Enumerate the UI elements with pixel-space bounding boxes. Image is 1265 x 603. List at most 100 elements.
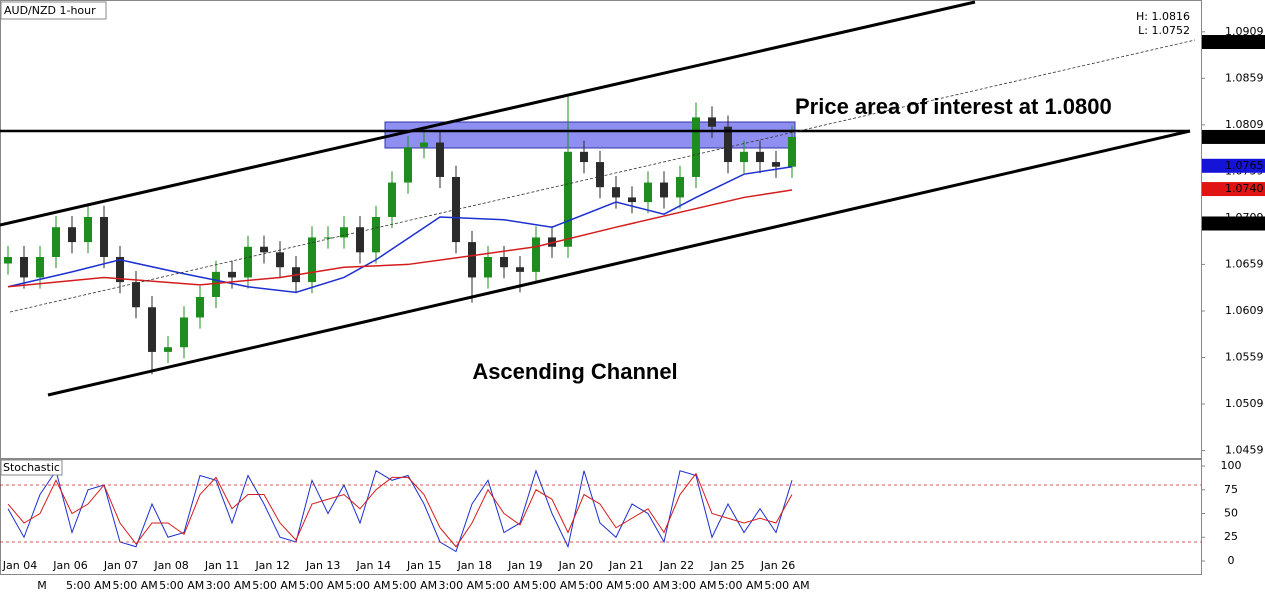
y-tick-label: 1.0909 [1225, 25, 1264, 38]
x-date-label: Jan 15 [406, 559, 441, 572]
x-time-label: 5:00 AM [345, 579, 390, 592]
candle-body [516, 267, 524, 272]
candle-body [116, 256, 124, 283]
x-date-label: Jan 14 [356, 559, 391, 572]
y-tick-label: 50 [1224, 507, 1238, 520]
candle-body [132, 282, 140, 308]
candle-body [500, 256, 508, 268]
x-date-label: Jan 11 [204, 559, 239, 572]
x-time-label: 5:00 AM [299, 579, 344, 592]
candle-body [596, 162, 604, 188]
candle-body [756, 151, 764, 163]
moving-average [7, 165, 793, 294]
x-time-label: 5:00 AM [392, 579, 437, 592]
candle-body [420, 142, 428, 148]
x-date-label: Jan 22 [659, 559, 694, 572]
candle-body [356, 227, 364, 253]
x-date-label: Jan 06 [52, 559, 87, 572]
x-time-label: 5:00 AM [764, 579, 809, 592]
candle-body [100, 216, 108, 257]
candle-body [404, 147, 412, 183]
moving-average [7, 189, 793, 288]
title-box [0, 1, 107, 20]
price-tag-label: 1.0796 [1225, 130, 1264, 143]
candle-body [4, 256, 12, 264]
x-date-label: Jan 07 [103, 559, 138, 572]
price-tag-label: 1.0765 [1225, 159, 1264, 172]
y-tick-label: 1.0809 [1225, 118, 1264, 131]
x-date-label: Jan 12 [254, 559, 289, 572]
candle-body [36, 256, 44, 278]
y-tick-label: 1.0859 [1225, 71, 1264, 84]
price-tag [1202, 182, 1265, 197]
candle-body [628, 197, 636, 203]
x-time-label: 5:00 AM [252, 579, 297, 592]
price-tag-label: 1.0740 [1225, 182, 1264, 195]
candle-body [84, 216, 92, 243]
channel-lower [47, 129, 1191, 397]
x-time-label: 3:00 AM [206, 579, 251, 592]
candle-body [772, 162, 780, 167]
x-time-label: 5:00 AM [532, 579, 577, 592]
annotation: Price area of interest at 1.0800 [795, 94, 1112, 119]
candle-body [164, 347, 172, 352]
x-date-label: Jan 26 [760, 559, 795, 572]
candle-body [660, 182, 668, 198]
candle-body [676, 176, 684, 198]
candle-body [180, 317, 188, 348]
low-label: L: 1.0752 [1138, 24, 1190, 37]
y-tick-label: 1.0659 [1225, 257, 1264, 270]
price-panel [0, 0, 1202, 459]
candle-body [532, 237, 540, 272]
price-zone [384, 121, 796, 149]
y-tick-label: 1.0559 [1225, 350, 1264, 363]
candle-body [468, 242, 476, 278]
x-date-label: Jan 21 [608, 559, 643, 572]
y-tick-label: 75 [1224, 483, 1238, 496]
candle-body [708, 117, 716, 127]
x-time-label: 3:00 AM [438, 579, 483, 592]
price-tag-label: 1.0703 [1225, 216, 1264, 229]
stochastic-title-box [0, 459, 63, 476]
candle-body [372, 216, 380, 253]
price-tag [1202, 158, 1265, 173]
price-tag [1202, 129, 1265, 144]
y-tick-label: 0 [1228, 554, 1235, 567]
candle-body [196, 297, 204, 318]
candle-body [484, 256, 492, 278]
candle-body [276, 252, 284, 268]
chart-title: AUD/NZD 1-hour [4, 4, 96, 17]
x-date-label: Jan 08 [153, 559, 188, 572]
price-tag-label: 1.0898 [1225, 35, 1264, 48]
x-time-label: M [37, 579, 47, 592]
candle-body [340, 227, 348, 238]
candle-body [20, 256, 28, 278]
stochastic-line [7, 472, 793, 548]
stochastic-title: Stochastic [3, 461, 60, 474]
y-tick-label: 1.0509 [1225, 397, 1264, 410]
candle-body [148, 307, 156, 352]
candle-body [564, 151, 572, 247]
stochastic-panel [0, 459, 1202, 575]
annotation: Ascending Channel [472, 359, 677, 384]
candle-body [388, 182, 396, 217]
x-date-label: Jan 19 [507, 559, 542, 572]
candle-body [580, 151, 588, 163]
x-time-label: 5:00 AM [113, 579, 158, 592]
candle-body [644, 182, 652, 203]
x-date-label: Jan 25 [709, 559, 744, 572]
candle-body [740, 151, 748, 163]
x-time-label: 5:00 AM [625, 579, 670, 592]
candle-body [308, 237, 316, 283]
y-tick-label: 25 [1224, 530, 1238, 543]
high-label: H: 1.0816 [1136, 10, 1190, 23]
y-tick-label: 100 [1221, 459, 1242, 472]
candle-body [436, 142, 444, 177]
x-time-label: 5:00 AM [578, 579, 623, 592]
x-time-label: 3:00 AM [671, 579, 716, 592]
y-tick-label: 1.0459 [1225, 444, 1264, 457]
x-date-label: Jan 04 [2, 559, 37, 572]
x-time-label: 5:00 AM [718, 579, 763, 592]
candle-body [692, 117, 700, 177]
candle-body [724, 126, 732, 163]
